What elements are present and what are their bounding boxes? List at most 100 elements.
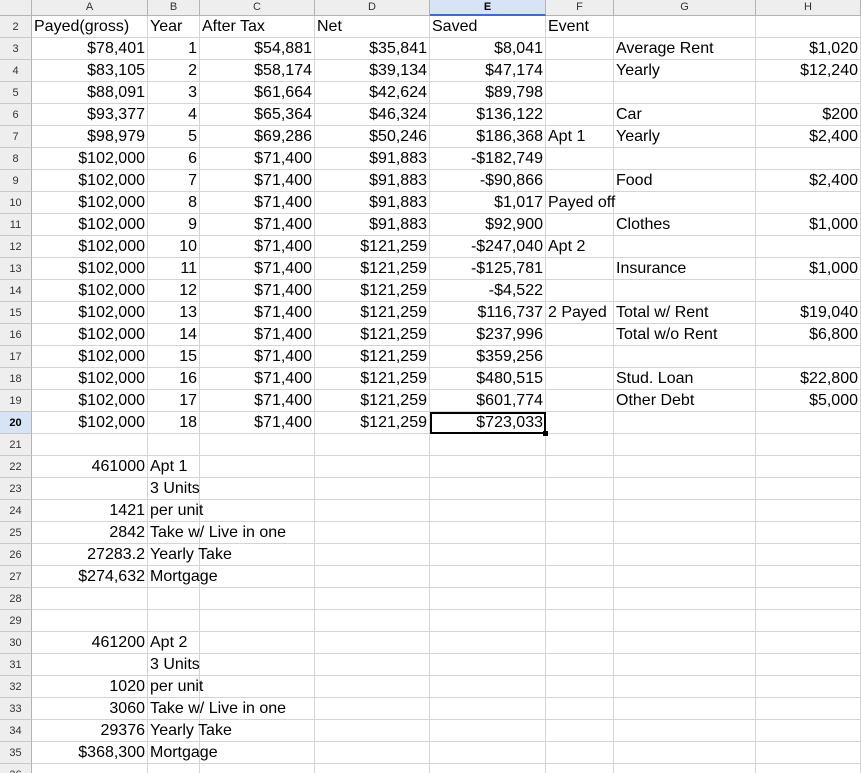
- cell-c24[interactable]: [200, 500, 315, 522]
- cell-h33[interactable]: [756, 698, 861, 720]
- cell-f28[interactable]: [546, 588, 614, 610]
- cell-d23[interactable]: [315, 478, 430, 500]
- cell-e33[interactable]: [430, 698, 546, 720]
- cell-d30[interactable]: [315, 632, 430, 654]
- cell-d7[interactable]: $50,246: [315, 126, 430, 148]
- row-header-31[interactable]: 31: [0, 654, 32, 676]
- cell-g22[interactable]: [614, 456, 756, 478]
- cell-g6[interactable]: Car: [614, 104, 756, 126]
- cell-g13[interactable]: Insurance: [614, 258, 756, 280]
- cell-c17[interactable]: $71,400: [200, 346, 315, 368]
- cell-g34[interactable]: [614, 720, 756, 742]
- cell-g32[interactable]: [614, 676, 756, 698]
- cell-h28[interactable]: [756, 588, 861, 610]
- row-header-9[interactable]: 9: [0, 170, 32, 192]
- cell-d4[interactable]: $39,134: [315, 60, 430, 82]
- cell-h14[interactable]: [756, 280, 861, 302]
- cell-h19[interactable]: $5,000: [756, 390, 861, 412]
- cell-b6[interactable]: 4: [148, 104, 200, 126]
- cell-e5[interactable]: $89,798: [430, 82, 546, 104]
- cell-d28[interactable]: [315, 588, 430, 610]
- cell-h3[interactable]: $1,020: [756, 38, 861, 60]
- cell-h11[interactable]: $1,000: [756, 214, 861, 236]
- cell-a29[interactable]: [32, 610, 148, 632]
- cell-b30[interactable]: Apt 2: [148, 632, 200, 654]
- cell-d2[interactable]: Net: [315, 16, 430, 38]
- cell-b15[interactable]: 13: [148, 302, 200, 324]
- cell-g31[interactable]: [614, 654, 756, 676]
- cell-b31[interactable]: 3 Units: [148, 654, 200, 676]
- cell-h34[interactable]: [756, 720, 861, 742]
- row-header-24[interactable]: 24: [0, 500, 32, 522]
- cell-e25[interactable]: [430, 522, 546, 544]
- cell-e14[interactable]: -$4,522: [430, 280, 546, 302]
- cell-h10[interactable]: [756, 192, 861, 214]
- cell-e27[interactable]: [430, 566, 546, 588]
- cell-a9[interactable]: $102,000: [32, 170, 148, 192]
- row-header-23[interactable]: 23: [0, 478, 32, 500]
- cell-a23[interactable]: [32, 478, 148, 500]
- cell-b4[interactable]: 2: [148, 60, 200, 82]
- cell-g12[interactable]: [614, 236, 756, 258]
- cell-e12[interactable]: -$247,040: [430, 236, 546, 258]
- cell-a13[interactable]: $102,000: [32, 258, 148, 280]
- cell-f23[interactable]: [546, 478, 614, 500]
- cell-a22[interactable]: 461000: [32, 456, 148, 478]
- cell-d34[interactable]: [315, 720, 430, 742]
- cell-g5[interactable]: [614, 82, 756, 104]
- cell-h24[interactable]: [756, 500, 861, 522]
- cell-b17[interactable]: 15: [148, 346, 200, 368]
- cell-f3[interactable]: [546, 38, 614, 60]
- cell-b27[interactable]: Mortgage: [148, 566, 218, 588]
- cell-b26[interactable]: Yearly Take: [148, 544, 232, 566]
- cell-f8[interactable]: [546, 148, 614, 170]
- cell-g15[interactable]: Total w/ Rent: [614, 302, 756, 324]
- cell-f4[interactable]: [546, 60, 614, 82]
- cell-g20[interactable]: [614, 412, 756, 434]
- row-header-11[interactable]: 11: [0, 214, 32, 236]
- cell-a8[interactable]: $102,000: [32, 148, 148, 170]
- cell-f9[interactable]: [546, 170, 614, 192]
- cell-a28[interactable]: [32, 588, 148, 610]
- cell-f29[interactable]: [546, 610, 614, 632]
- cell-c8[interactable]: $71,400: [200, 148, 315, 170]
- cell-g2[interactable]: [614, 16, 756, 38]
- cell-f32[interactable]: [546, 676, 614, 698]
- cell-e35[interactable]: [430, 742, 546, 764]
- cell-f35[interactable]: [546, 742, 614, 764]
- cell-h18[interactable]: $22,800: [756, 368, 861, 390]
- cell-h6[interactable]: $200: [756, 104, 861, 126]
- cell-e19[interactable]: $601,774: [430, 390, 546, 412]
- cell-c36[interactable]: [200, 764, 315, 773]
- cell-b7[interactable]: 5: [148, 126, 200, 148]
- cell-f27[interactable]: [546, 566, 614, 588]
- row-header-36[interactable]: 36: [0, 764, 32, 773]
- row-header-4[interactable]: 4: [0, 60, 32, 82]
- cell-e7[interactable]: $186,368: [430, 126, 546, 148]
- cell-c13[interactable]: $71,400: [200, 258, 315, 280]
- cell-b11[interactable]: 9: [148, 214, 200, 236]
- row-header-7[interactable]: 7: [0, 126, 32, 148]
- cell-h15[interactable]: $19,040: [756, 302, 861, 324]
- cell-b16[interactable]: 14: [148, 324, 200, 346]
- cell-e24[interactable]: [430, 500, 546, 522]
- cell-f33[interactable]: [546, 698, 614, 720]
- cell-c6[interactable]: $65,364: [200, 104, 315, 126]
- cell-f12[interactable]: Apt 2: [546, 236, 614, 258]
- cell-d20[interactable]: $121,259: [315, 412, 430, 434]
- cell-e17[interactable]: $359,256: [430, 346, 546, 368]
- cell-c21[interactable]: [200, 434, 315, 456]
- row-header-10[interactable]: 10: [0, 192, 32, 214]
- cell-h22[interactable]: [756, 456, 861, 478]
- cell-g10[interactable]: [614, 192, 756, 214]
- cell-h2[interactable]: [756, 16, 861, 38]
- column-header-h[interactable]: H: [756, 0, 861, 16]
- cell-b10[interactable]: 8: [148, 192, 200, 214]
- row-header-17[interactable]: 17: [0, 346, 32, 368]
- row-header-19[interactable]: 19: [0, 390, 32, 412]
- cell-c34[interactable]: [200, 720, 315, 742]
- row-header-30[interactable]: 30: [0, 632, 32, 654]
- cell-c20[interactable]: $71,400: [200, 412, 315, 434]
- cell-g16[interactable]: Total w/o Rent: [614, 324, 756, 346]
- row-header-34[interactable]: 34: [0, 720, 32, 742]
